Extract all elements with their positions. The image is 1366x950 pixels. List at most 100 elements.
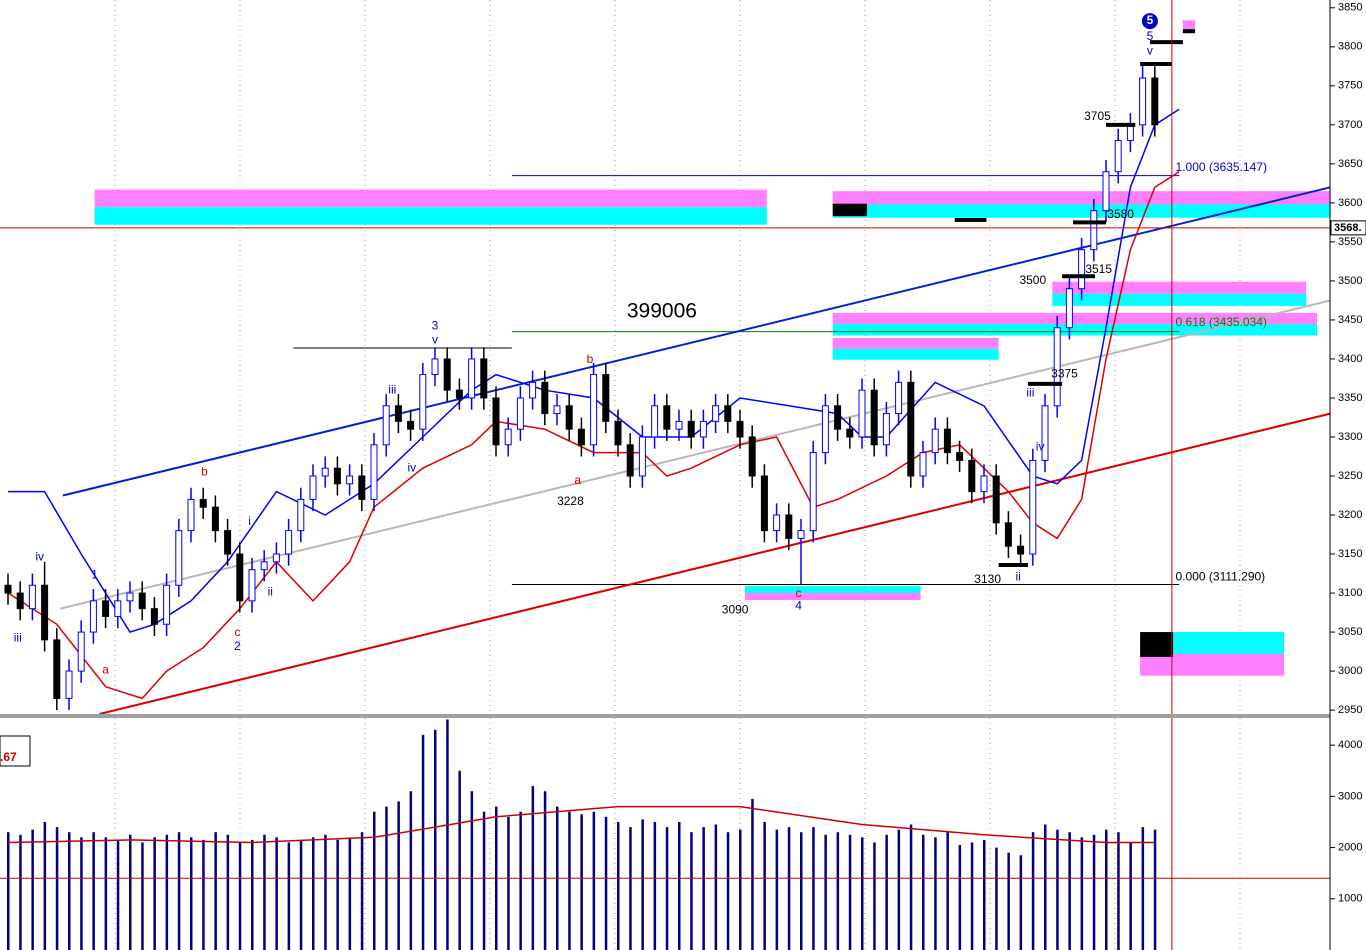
candle-body	[565, 405, 573, 430]
candle-body	[224, 530, 232, 555]
candle-body	[809, 452, 817, 532]
candle-body	[553, 405, 561, 415]
annotation: 4	[795, 598, 802, 612]
volume-bar	[702, 827, 705, 950]
candle-body	[1004, 522, 1012, 547]
zone-top	[1140, 632, 1285, 654]
candle-body	[77, 631, 85, 672]
candle-body	[797, 530, 805, 539]
volume-bar	[922, 834, 925, 950]
block	[1140, 632, 1174, 658]
candle-body	[858, 389, 866, 438]
candle-body	[724, 405, 732, 422]
volume-bar	[1092, 834, 1096, 950]
volume-bar	[104, 837, 108, 950]
volume-bar	[153, 837, 156, 950]
trendline	[62, 186, 1330, 497]
y-tick-label: 3650	[1338, 158, 1362, 170]
candle-body	[1017, 545, 1025, 555]
volume-bar	[580, 814, 583, 950]
volume-bar	[617, 821, 620, 950]
y-tick-label: 2000	[1338, 841, 1362, 853]
zone-top	[744, 586, 921, 594]
volume-bar	[946, 832, 949, 950]
y-tick-label: 3800	[1338, 41, 1362, 53]
zone-top	[1182, 20, 1196, 25]
candle-body	[614, 420, 622, 446]
candle-body	[175, 530, 183, 586]
annotation: 3130	[974, 572, 1001, 586]
volume-bar	[1019, 855, 1023, 950]
volume-bar	[1056, 829, 1059, 950]
candle-body	[663, 405, 671, 430]
candle-body	[504, 428, 512, 446]
volume-bar	[470, 791, 474, 950]
candle-body	[1041, 405, 1049, 461]
annotation: v	[432, 332, 438, 346]
volume-bar	[1129, 842, 1132, 950]
last-price-label: 3568.	[1334, 222, 1362, 234]
candle-body	[1029, 459, 1037, 555]
zone-bottom	[94, 207, 767, 225]
annotation: 5	[1147, 13, 1154, 27]
annotation: v	[1147, 44, 1153, 58]
volume-bar	[531, 786, 535, 950]
annotation: 3705	[1084, 109, 1111, 123]
candle-body	[138, 592, 146, 610]
annotation: 399006	[627, 300, 697, 323]
candle-body	[773, 514, 781, 532]
volume-bar	[299, 839, 303, 950]
candle-body	[248, 569, 256, 602]
volume-bar	[92, 832, 95, 950]
volume-bar	[263, 834, 266, 950]
volume-bar	[409, 791, 413, 950]
y-tick-label: 3200	[1338, 509, 1362, 521]
candle-body	[760, 475, 768, 532]
candle-body	[65, 670, 73, 699]
volume-bar	[519, 811, 522, 950]
volume-bar	[446, 719, 449, 950]
volume-bar	[507, 816, 510, 950]
volume-legend: .67	[0, 750, 17, 764]
candle-body	[102, 600, 110, 617]
candle-body	[285, 530, 293, 555]
annotation: iv	[1036, 439, 1045, 453]
annotation: 1	[91, 567, 98, 581]
volume-bar	[1031, 832, 1035, 950]
candle-body	[699, 420, 707, 438]
volume-bar	[653, 821, 657, 950]
candle-body	[321, 467, 329, 477]
candle-body	[407, 420, 415, 430]
candle-body	[651, 405, 659, 438]
candle-body	[126, 592, 134, 602]
candle-body	[1078, 249, 1086, 290]
annotation: 3375	[1051, 367, 1078, 381]
annotation: a	[574, 473, 581, 487]
candle-body	[895, 381, 903, 415]
candle-body	[346, 475, 354, 485]
annotation: c	[796, 586, 802, 600]
candle-body	[16, 592, 24, 610]
y-tick-label: 1000	[1338, 893, 1362, 905]
volume-bar	[68, 832, 71, 950]
y-tick-label: 3350	[1338, 392, 1362, 404]
annotation: i	[248, 514, 251, 528]
y-tick-label: 3150	[1338, 548, 1362, 560]
volume-panel	[0, 718, 1330, 950]
zone-bottom	[1140, 653, 1285, 676]
candle-body	[236, 553, 244, 602]
volume-bar	[800, 832, 803, 950]
zone-bottom	[1052, 293, 1307, 306]
volume-bar	[836, 832, 840, 950]
y-tick-label: 3050	[1338, 626, 1362, 638]
candle-body	[602, 374, 610, 422]
volume-bar	[434, 729, 437, 950]
candle-body	[968, 459, 976, 493]
candle-body	[821, 405, 829, 454]
volume-bar	[543, 791, 547, 950]
y-tick-label: 3700	[1338, 119, 1362, 131]
candle-body	[638, 436, 646, 477]
candle-body	[309, 475, 317, 500]
candle-body	[163, 584, 171, 625]
candle-body	[943, 428, 951, 454]
